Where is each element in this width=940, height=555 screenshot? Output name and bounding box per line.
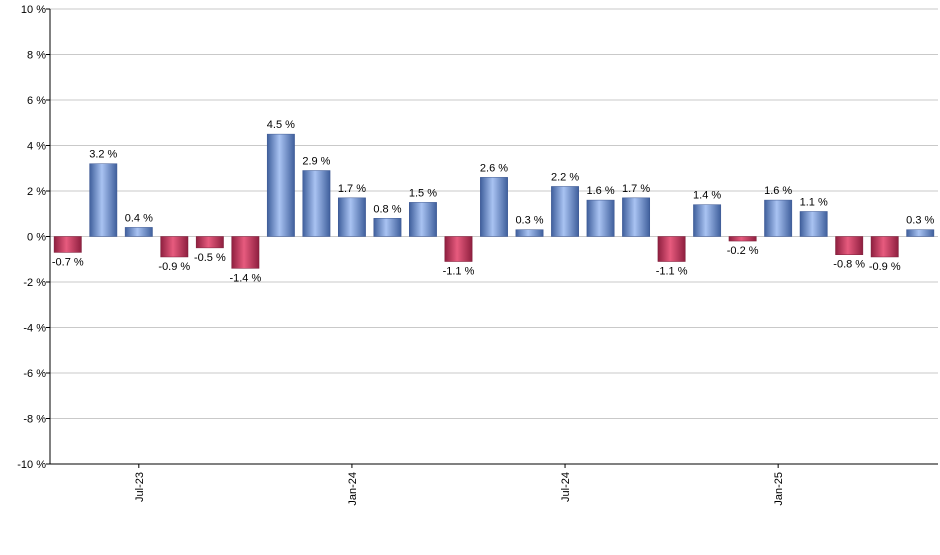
bar: [693, 204, 722, 237]
bar: [231, 236, 260, 269]
y-tick-label: -6 %: [23, 368, 46, 380]
y-tick-label: -8 %: [23, 414, 46, 426]
bar: [728, 236, 757, 242]
y-tick-label: 10 %: [21, 4, 46, 16]
bar: [302, 170, 331, 237]
x-tick-label: Jul-24: [560, 472, 572, 502]
data-label: -0.9 %: [158, 261, 190, 273]
data-label: 2.2 %: [551, 171, 579, 183]
bar: [337, 197, 366, 237]
data-label: 1.4 %: [693, 190, 721, 202]
data-label: -0.2 %: [727, 245, 759, 257]
bar: [586, 199, 615, 237]
data-label: -1.4 %: [229, 272, 261, 284]
data-label: 2.6 %: [480, 162, 508, 174]
data-label: -0.7 %: [52, 256, 84, 268]
data-label: -0.5 %: [194, 252, 226, 264]
bar: [160, 236, 189, 258]
x-tick-label: Jan-25: [773, 472, 785, 506]
data-label: -1.1 %: [443, 266, 475, 278]
bar: [551, 186, 579, 237]
y-tick-label: 8 %: [27, 50, 46, 62]
bar: [515, 229, 544, 237]
bar: [53, 236, 82, 253]
bar: [799, 211, 828, 237]
data-label: 1.6 %: [586, 185, 614, 197]
y-tick-label: 6 %: [27, 95, 46, 107]
x-tick-label: Jan-24: [347, 472, 359, 506]
data-label: 1.1 %: [800, 196, 828, 208]
data-label: -0.8 %: [833, 259, 865, 271]
bar: [906, 229, 935, 237]
data-label: 1.7 %: [622, 183, 650, 195]
bar: [89, 163, 118, 237]
data-label: 0.8 %: [373, 203, 401, 215]
labels: -10 % -8 % -6 % -4 % -2 % 0 % 2 % 4 % 6 % 8 % 10 %…: [17, 4, 934, 506]
data-label: 2.9 %: [302, 156, 330, 168]
bar: [444, 236, 473, 262]
data-label: 0.3 %: [906, 215, 934, 227]
data-label: 0.4 %: [125, 212, 153, 224]
bar: [266, 133, 295, 237]
data-label: 1.5 %: [409, 187, 437, 199]
bar: [480, 177, 508, 237]
bar: [124, 227, 153, 237]
x-tick-label: Jul-23: [134, 472, 146, 502]
y-tick-label: -2 %: [23, 277, 46, 289]
bar: [373, 218, 402, 237]
data-label: 0.3 %: [515, 215, 543, 227]
data-label: 4.5 %: [267, 119, 295, 131]
data-label: 1.6 %: [764, 185, 792, 197]
bar: [835, 236, 864, 255]
bar: [622, 197, 651, 237]
data-label: -0.9 %: [869, 261, 901, 273]
bars: [53, 133, 935, 269]
bar: [195, 236, 224, 249]
bar: [657, 236, 686, 262]
bar: [764, 199, 793, 237]
bar: [409, 202, 437, 237]
y-tick-label: 0 %: [27, 232, 46, 244]
y-tick-label: 4 %: [27, 141, 46, 153]
bar: [870, 236, 899, 258]
y-tick-label: 2 %: [27, 186, 46, 198]
y-tick-label: -4 %: [23, 323, 46, 335]
data-label: 1.7 %: [338, 183, 366, 195]
axes: [46, 8, 938, 468]
data-label: 3.2 %: [89, 149, 117, 161]
y-tick-label: -10 %: [17, 459, 46, 471]
data-label: -1.1 %: [656, 266, 688, 278]
